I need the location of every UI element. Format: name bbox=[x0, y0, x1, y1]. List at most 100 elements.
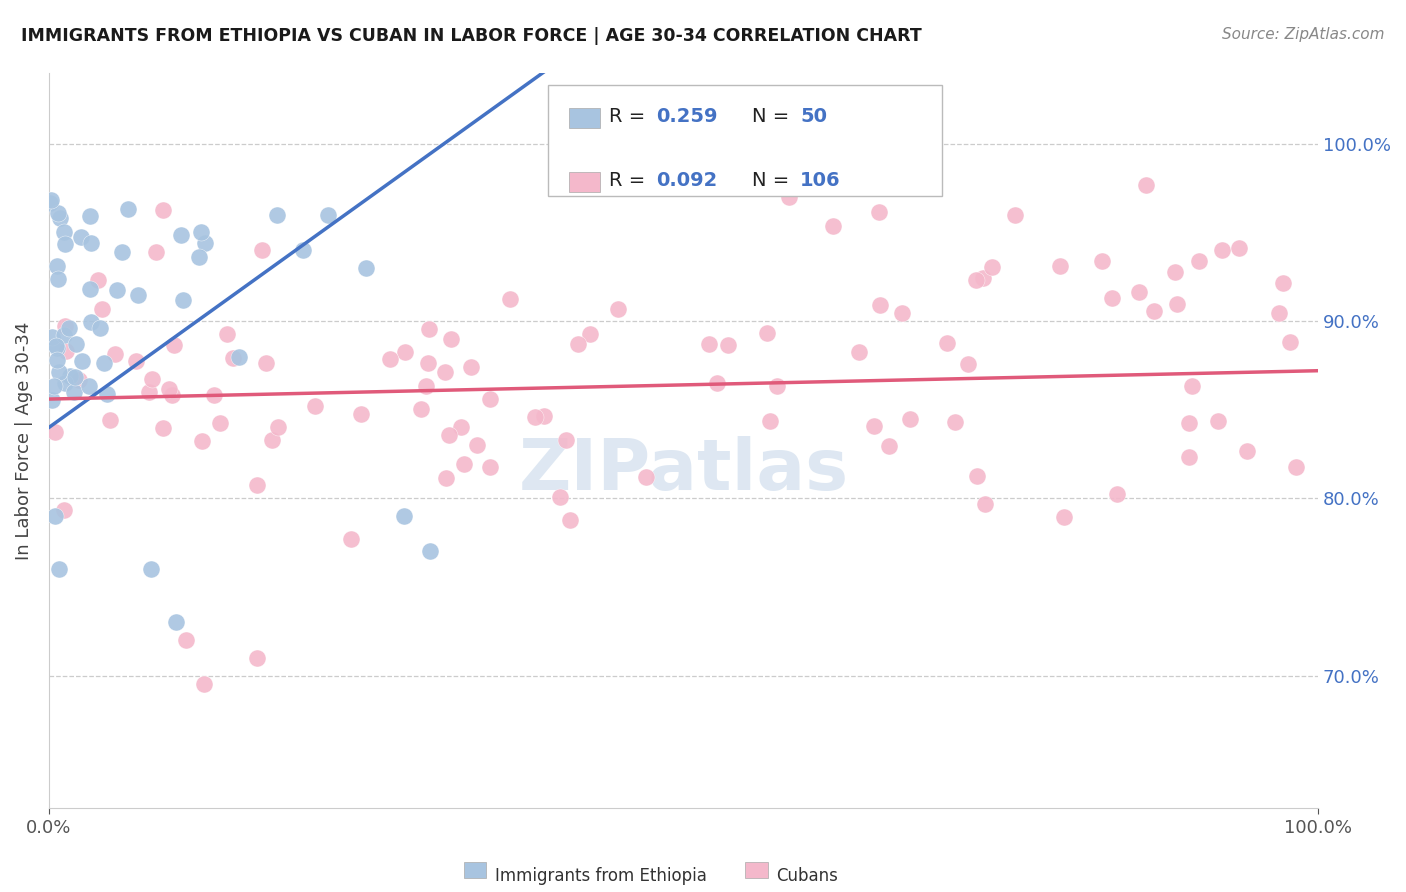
Point bbox=[450, 420, 472, 434]
Point bbox=[499, 293, 522, 307]
Point bbox=[262, 433, 284, 447]
Point bbox=[965, 273, 987, 287]
Point bbox=[349, 407, 371, 421]
Point bbox=[267, 420, 290, 434]
Point bbox=[93, 356, 115, 370]
Text: R =: R = bbox=[609, 171, 651, 190]
Point bbox=[44, 509, 66, 524]
Point bbox=[1236, 444, 1258, 458]
Point bbox=[139, 562, 162, 576]
Text: 106: 106 bbox=[800, 171, 841, 190]
Point bbox=[111, 245, 134, 260]
Point bbox=[434, 471, 457, 485]
Point bbox=[394, 344, 416, 359]
Point bbox=[63, 370, 86, 384]
Point bbox=[250, 243, 273, 257]
Point bbox=[194, 235, 217, 250]
Point bbox=[465, 438, 488, 452]
Point bbox=[138, 385, 160, 400]
Point bbox=[1206, 414, 1229, 428]
Point bbox=[157, 382, 180, 396]
Point bbox=[437, 428, 460, 442]
Point bbox=[548, 490, 571, 504]
Point bbox=[254, 355, 277, 369]
Point bbox=[890, 306, 912, 320]
Point bbox=[419, 544, 441, 558]
Point bbox=[879, 439, 901, 453]
Point bbox=[117, 202, 139, 217]
Point bbox=[434, 365, 457, 379]
Point bbox=[63, 384, 86, 399]
Point bbox=[193, 677, 215, 691]
Point bbox=[98, 413, 121, 427]
Point bbox=[1135, 178, 1157, 192]
Point bbox=[863, 418, 886, 433]
Point bbox=[460, 360, 482, 375]
Point bbox=[70, 230, 93, 244]
Point bbox=[46, 206, 69, 220]
Point bbox=[439, 332, 461, 346]
Point bbox=[87, 273, 110, 287]
Point bbox=[1268, 306, 1291, 320]
Point bbox=[1278, 335, 1301, 350]
Point bbox=[524, 410, 547, 425]
Point bbox=[96, 387, 118, 401]
Point bbox=[1166, 296, 1188, 310]
Point bbox=[578, 326, 600, 341]
Point bbox=[53, 503, 76, 517]
Point bbox=[221, 351, 243, 365]
Point bbox=[869, 205, 891, 219]
Point bbox=[53, 376, 76, 390]
Point bbox=[935, 335, 957, 350]
Point bbox=[1164, 265, 1187, 279]
Point bbox=[202, 387, 225, 401]
Point bbox=[478, 459, 501, 474]
Point bbox=[356, 260, 378, 275]
Point bbox=[79, 209, 101, 223]
Point bbox=[634, 470, 657, 484]
Point bbox=[558, 513, 581, 527]
Text: 0.259: 0.259 bbox=[657, 107, 718, 126]
Point bbox=[70, 354, 93, 368]
Point bbox=[191, 434, 214, 448]
Text: Source: ZipAtlas.com: Source: ZipAtlas.com bbox=[1222, 27, 1385, 42]
Point bbox=[821, 219, 844, 233]
Point bbox=[759, 414, 782, 428]
Point bbox=[567, 336, 589, 351]
Point bbox=[170, 227, 193, 242]
Point bbox=[1101, 291, 1123, 305]
Point bbox=[127, 288, 149, 302]
Point bbox=[228, 350, 250, 364]
Point bbox=[716, 338, 738, 352]
Point bbox=[533, 409, 555, 424]
Point bbox=[39, 193, 62, 207]
Point bbox=[706, 376, 728, 390]
Point bbox=[53, 236, 76, 251]
Point bbox=[79, 236, 101, 251]
Point bbox=[79, 282, 101, 296]
Point bbox=[45, 259, 67, 273]
Point bbox=[1178, 416, 1201, 430]
Point bbox=[246, 478, 269, 492]
Point bbox=[699, 337, 721, 351]
Point bbox=[246, 650, 269, 665]
Point bbox=[304, 399, 326, 413]
Point bbox=[42, 378, 65, 392]
Point bbox=[41, 392, 63, 407]
Point bbox=[89, 320, 111, 334]
Point bbox=[53, 327, 76, 342]
Point bbox=[53, 225, 76, 239]
Point bbox=[415, 378, 437, 392]
Point bbox=[38, 196, 60, 211]
Point bbox=[966, 469, 988, 483]
Point bbox=[943, 415, 966, 429]
Point bbox=[1105, 487, 1128, 501]
Point bbox=[1049, 259, 1071, 273]
Point bbox=[174, 633, 197, 648]
Text: ZIPatlas: ZIPatlas bbox=[519, 435, 849, 505]
Point bbox=[77, 378, 100, 392]
Point bbox=[972, 271, 994, 285]
Point bbox=[1285, 460, 1308, 475]
Point bbox=[190, 226, 212, 240]
Text: 0.092: 0.092 bbox=[657, 171, 718, 190]
